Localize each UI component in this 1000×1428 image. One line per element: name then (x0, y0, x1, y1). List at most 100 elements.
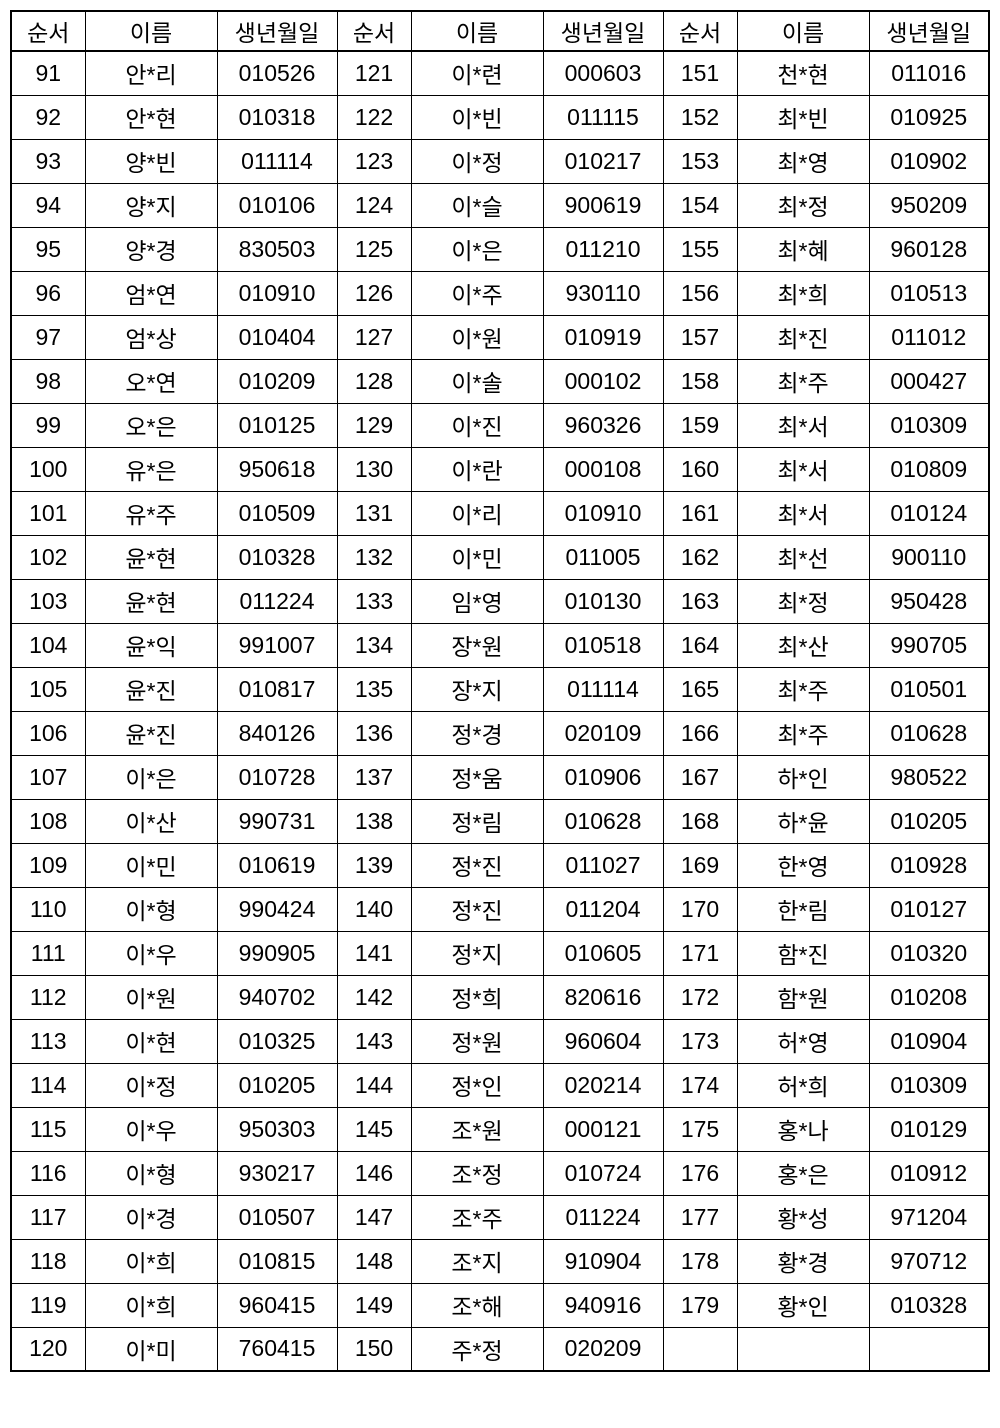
cell-name: 허*영 (737, 1019, 869, 1063)
cell-name: 황*경 (737, 1239, 869, 1283)
cell-dob: 010928 (869, 843, 989, 887)
cell-seq: 152 (663, 95, 737, 139)
cell-dob: 010320 (869, 931, 989, 975)
cell-dob: 820616 (543, 975, 663, 1019)
col-header-name: 이름 (411, 11, 543, 51)
cell-name: 이*형 (85, 1151, 217, 1195)
cell-dob: 011027 (543, 843, 663, 887)
cell-seq: 173 (663, 1019, 737, 1063)
cell-seq: 125 (337, 227, 411, 271)
cell-dob: 010902 (869, 139, 989, 183)
cell-dob: 011115 (543, 95, 663, 139)
cell-name: 윤*익 (85, 623, 217, 667)
cell-seq: 156 (663, 271, 737, 315)
table-row: 99오*은010125129이*진960326159최*서010309 (11, 403, 989, 447)
cell-name: 이*빈 (411, 95, 543, 139)
table-row: 108이*산990731138정*림010628168하*윤010205 (11, 799, 989, 843)
cell-dob: 010309 (869, 1063, 989, 1107)
table-row: 102윤*현010328132이*민011005162최*선900110 (11, 535, 989, 579)
cell-seq: 147 (337, 1195, 411, 1239)
cell-dob: 010127 (869, 887, 989, 931)
cell-name: 이*원 (411, 315, 543, 359)
cell-seq: 96 (11, 271, 85, 315)
cell-name: 이*란 (411, 447, 543, 491)
cell-seq: 102 (11, 535, 85, 579)
table-row: 95양*경830503125이*은011210155최*혜960128 (11, 227, 989, 271)
cell-seq: 165 (663, 667, 737, 711)
cell-dob: 010925 (869, 95, 989, 139)
cell-dob: 960415 (217, 1283, 337, 1327)
cell-dob: 000102 (543, 359, 663, 403)
cell-name: 엄*상 (85, 315, 217, 359)
cell-seq: 126 (337, 271, 411, 315)
cell-dob: 010106 (217, 183, 337, 227)
table-row: 111이*우990905141정*지010605171함*진010320 (11, 931, 989, 975)
cell-dob: 010130 (543, 579, 663, 623)
cell-name: 최*서 (737, 491, 869, 535)
cell-name: 이*미 (85, 1327, 217, 1371)
table-row: 100유*은950618130이*란000108160최*서010809 (11, 447, 989, 491)
cell-name: 최*서 (737, 403, 869, 447)
cell-dob: 990424 (217, 887, 337, 931)
cell-dob: 010209 (217, 359, 337, 403)
cell-seq: 137 (337, 755, 411, 799)
col-header-name: 이름 (737, 11, 869, 51)
cell-dob: 970712 (869, 1239, 989, 1283)
cell-dob: 010507 (217, 1195, 337, 1239)
cell-dob: 010501 (869, 667, 989, 711)
cell-seq: 103 (11, 579, 85, 623)
cell-seq: 113 (11, 1019, 85, 1063)
cell-seq: 107 (11, 755, 85, 799)
cell-dob: 950303 (217, 1107, 337, 1151)
cell-name: 최*주 (737, 359, 869, 403)
cell-dob: 011224 (217, 579, 337, 623)
cell-dob: 010817 (217, 667, 337, 711)
cell-name: 정*림 (411, 799, 543, 843)
cell-name: 최*주 (737, 711, 869, 755)
cell-seq: 95 (11, 227, 85, 271)
cell-dob: 020214 (543, 1063, 663, 1107)
cell-seq: 170 (663, 887, 737, 931)
cell-name: 조*해 (411, 1283, 543, 1327)
cell-name: 윤*현 (85, 579, 217, 623)
cell-seq: 139 (337, 843, 411, 887)
cell-dob: 010328 (217, 535, 337, 579)
col-header-dob: 생년월일 (869, 11, 989, 51)
cell-seq: 148 (337, 1239, 411, 1283)
cell-seq: 100 (11, 447, 85, 491)
cell-dob: 010809 (869, 447, 989, 491)
cell-seq: 157 (663, 315, 737, 359)
cell-seq: 120 (11, 1327, 85, 1371)
cell-dob: 010328 (869, 1283, 989, 1327)
cell-name: 양*빈 (85, 139, 217, 183)
table-row: 112이*원940702142정*희820616172함*원010208 (11, 975, 989, 1019)
cell-seq: 167 (663, 755, 737, 799)
col-header-dob: 생년월일 (543, 11, 663, 51)
cell-name: 정*원 (411, 1019, 543, 1063)
cell-seq: 133 (337, 579, 411, 623)
cell-seq: 123 (337, 139, 411, 183)
col-header-seq: 순서 (11, 11, 85, 51)
cell-dob: 010628 (869, 711, 989, 755)
cell-dob: 010513 (869, 271, 989, 315)
table-row: 114이*정010205144정*인020214174허*희010309 (11, 1063, 989, 1107)
cell-name: 유*주 (85, 491, 217, 535)
cell-name: 정*진 (411, 843, 543, 887)
cell-dob: 010518 (543, 623, 663, 667)
cell-seq: 159 (663, 403, 737, 447)
cell-name: 한*영 (737, 843, 869, 887)
cell-name: 조*주 (411, 1195, 543, 1239)
cell-seq: 155 (663, 227, 737, 271)
table-row: 118이*희010815148조*지910904178황*경970712 (11, 1239, 989, 1283)
cell-name: 장*원 (411, 623, 543, 667)
cell-name: 이*우 (85, 1107, 217, 1151)
table-row: 97엄*상010404127이*원010919157최*진011012 (11, 315, 989, 359)
cell-name: 윤*현 (85, 535, 217, 579)
cell-seq: 128 (337, 359, 411, 403)
cell-name: 이*주 (411, 271, 543, 315)
cell-name: 임*영 (411, 579, 543, 623)
cell-seq: 99 (11, 403, 85, 447)
cell-dob: 950428 (869, 579, 989, 623)
cell-dob: 930217 (217, 1151, 337, 1195)
cell-dob: 950209 (869, 183, 989, 227)
